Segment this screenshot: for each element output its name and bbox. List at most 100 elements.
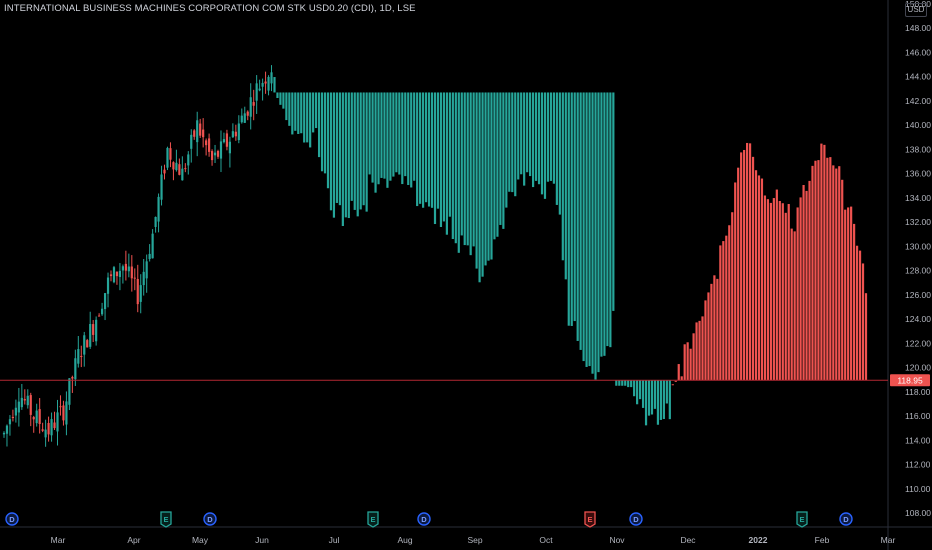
range-bar (665, 380, 668, 404)
range-bar (585, 92, 588, 367)
range-bar (778, 200, 781, 381)
range-bar (478, 92, 481, 283)
x-tick-label: Oct (539, 535, 553, 545)
dividend-icon[interactable]: D (5, 512, 19, 526)
range-bar (410, 92, 413, 188)
range-bar (543, 92, 547, 199)
event-label: E (370, 515, 375, 524)
range-bar (847, 207, 850, 381)
range-bar (606, 92, 609, 347)
candle-body (202, 129, 205, 138)
candle-body (151, 233, 154, 259)
range-bar (695, 322, 698, 381)
dividend-icon[interactable]: D (417, 512, 431, 526)
range-bar (775, 189, 778, 381)
range-bar (743, 149, 746, 381)
dividend-icon[interactable]: D (203, 512, 217, 526)
range-bar (273, 77, 276, 93)
candle-body (249, 97, 252, 117)
range-bar (656, 380, 660, 425)
range-bar (338, 92, 341, 206)
range-bar (514, 92, 517, 197)
candle-body (89, 323, 92, 347)
range-bar (380, 92, 383, 178)
earnings-icon[interactable]: E (160, 511, 172, 528)
range-bar (291, 92, 294, 135)
range-bar (529, 92, 532, 177)
range-bar (680, 376, 683, 381)
range-bar (781, 203, 784, 381)
range-bar (766, 199, 770, 381)
range-bar (674, 380, 677, 382)
earnings-icon[interactable]: E (584, 511, 596, 528)
candle-body (205, 140, 208, 146)
candle-body (74, 358, 77, 380)
range-bar (496, 92, 499, 237)
x-axis: Mar Apr May Jun Jul Aug Sep Oct Nov Dec 2022 Feb Mar (51, 535, 896, 545)
range-bar (850, 206, 853, 381)
range-bar (344, 92, 347, 218)
range-bar (359, 92, 362, 210)
range-bar (526, 92, 529, 173)
range-bar (701, 316, 704, 381)
range-bar (671, 384, 674, 386)
candle-body (38, 409, 41, 425)
range-bar (740, 152, 743, 381)
earnings-icon[interactable]: E (796, 511, 808, 528)
range-bar (597, 92, 600, 373)
range-bar (829, 157, 832, 381)
range-bar (621, 380, 624, 386)
range-bar (600, 92, 603, 357)
range-bar (746, 142, 749, 381)
candle-body (115, 271, 119, 277)
range-bar (835, 168, 838, 381)
range-bar (677, 364, 680, 381)
candle-body (59, 406, 62, 408)
candle-body (261, 82, 264, 87)
range-bar (713, 275, 716, 381)
y-tick-label: 128.00 (905, 266, 931, 276)
range-bar (725, 235, 728, 381)
candle-body (133, 277, 136, 279)
range-bar (591, 92, 594, 374)
currency-badge[interactable]: USD (905, 3, 927, 17)
range-bar (594, 92, 597, 380)
earnings-icon[interactable]: E (367, 511, 379, 528)
range-bar (377, 92, 380, 185)
candle-body (157, 196, 160, 222)
dividend-badge-shape (203, 512, 217, 526)
range-bar (636, 380, 639, 405)
range-bar (407, 92, 410, 185)
range-bar (427, 92, 431, 207)
candle-body (50, 419, 53, 436)
candle-body (53, 422, 56, 429)
range-bar (288, 92, 291, 126)
candle-body (160, 174, 163, 200)
candle-body (2, 432, 6, 435)
range-bar (805, 190, 808, 381)
range-bar (769, 202, 772, 381)
y-tick-label: 140.00 (905, 120, 931, 130)
candle-body (178, 164, 181, 175)
dividend-icon[interactable]: D (629, 512, 643, 526)
dividend-badge-shape (839, 512, 853, 526)
x-tick-label: Apr (127, 535, 140, 545)
range-bar (448, 92, 451, 217)
range-bar (728, 225, 731, 381)
range-bar (436, 92, 440, 209)
dividend-icon[interactable]: D (839, 512, 853, 526)
candle-body (145, 261, 148, 279)
candle-body (216, 151, 220, 157)
event-label: D (633, 515, 639, 524)
dividend-badge-shape (629, 512, 643, 526)
range-bar (294, 92, 297, 131)
range-bar (457, 92, 460, 253)
earnings-badge-shape (796, 511, 808, 528)
range-bar (315, 92, 318, 129)
range-bar (413, 92, 416, 181)
candle-body (193, 130, 196, 137)
range-bar (722, 241, 725, 381)
x-tick-label: Nov (609, 535, 625, 545)
